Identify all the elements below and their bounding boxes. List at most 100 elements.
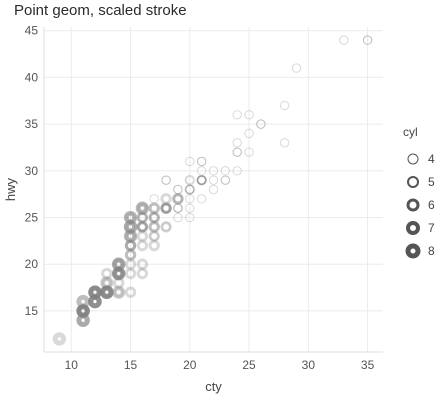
point-cyl-6: [160, 221, 172, 233]
point-cyl-6: [148, 239, 160, 252]
point-cyl-6: [136, 211, 149, 224]
point-cyl-5: [184, 174, 195, 186]
point-cyl-8: [123, 220, 138, 234]
point-cyl-8: [111, 257, 126, 271]
point-cyl-8: [76, 304, 90, 318]
point-cyl-6: [124, 249, 137, 261]
point-cyl-6: [136, 239, 149, 252]
x-tick-label: 30: [302, 358, 316, 372]
point-cyl-8: [135, 201, 150, 215]
point-cyl-6: [172, 193, 184, 205]
point-cyl-4: [137, 222, 148, 232]
point-cyl-4: [161, 222, 171, 232]
point-cyl-6: [124, 239, 137, 252]
point-cyl-8: [76, 313, 90, 327]
point-cyl-4: [362, 35, 373, 45]
axis-lines: [43, 27, 383, 353]
legend-label-cyl-4: 4: [428, 152, 435, 166]
point-cyl-6: [136, 221, 149, 233]
point-cyl-4: [220, 175, 231, 185]
point-cyl-6: [124, 286, 137, 298]
point-cyl-4: [208, 175, 219, 185]
x-tick-label: 15: [124, 358, 138, 372]
point-cyl-6: [136, 211, 149, 224]
point-cyl-8: [76, 304, 90, 318]
point-cyl-6: [124, 239, 137, 252]
point-cyl-8: [111, 285, 126, 299]
point-cyl-4: [196, 175, 207, 185]
point-cyl-6: [172, 193, 184, 205]
legend-marker-cyl-5: [407, 176, 419, 188]
point-cyl-6: [136, 221, 149, 233]
point-cyl-4: [185, 184, 195, 195]
point-cyl-6: [77, 305, 89, 317]
point-cyl-8: [76, 304, 90, 318]
legend-marker-cyl-7: [406, 221, 420, 235]
y-tick-label: 20: [25, 257, 39, 271]
point-cyl-8: [88, 294, 102, 309]
point-cyl-8: [100, 285, 114, 299]
point-cyl-8: [111, 266, 126, 281]
point-cyl-4: [232, 110, 242, 120]
point-cyl-4: [149, 212, 159, 223]
point-cyl-8: [88, 294, 102, 309]
point-cyl-6: [148, 211, 160, 224]
point-cyl-6: [160, 202, 172, 214]
point-cyl-4: [244, 110, 254, 120]
y-axis-title: hwy: [3, 177, 18, 201]
legend-marker-cyl-8: [405, 243, 421, 259]
point-cyl-8: [111, 266, 126, 281]
point-cyl-4: [196, 175, 207, 185]
point-cyl-6: [136, 267, 149, 280]
point-cyl-4: [196, 166, 207, 176]
y-tick-label: 40: [25, 70, 39, 84]
point-cyl-8: [88, 285, 102, 299]
point-cyl-4: [232, 147, 242, 157]
point-cyl-4: [185, 212, 195, 223]
legend-label-cyl-6: 6: [428, 198, 435, 212]
point-cyl-5: [196, 174, 207, 186]
point-cyl-6: [160, 202, 172, 214]
legend-label-cyl-7: 7: [428, 221, 435, 235]
point-cyl-8: [135, 201, 150, 215]
x-tick-label: 10: [65, 358, 79, 372]
point-cyl-6: [101, 286, 113, 298]
point-cyl-4: [279, 100, 290, 111]
point-cyl-4: [256, 119, 266, 129]
point-cyl-6: [160, 193, 172, 205]
point-cyl-4: [149, 231, 159, 241]
point-cyl-6: [148, 230, 160, 242]
point-cyl-8: [100, 285, 114, 299]
legend: cyl 4 5 6 7 8: [403, 125, 435, 259]
point-cyl-4: [137, 212, 148, 223]
legend-title: cyl: [403, 125, 418, 139]
point-cyl-6: [112, 286, 125, 298]
point-cyl-4: [161, 203, 171, 213]
point-cyl-6: [136, 221, 149, 233]
point-cyl-8: [52, 332, 67, 346]
point-cyl-4: [125, 222, 136, 232]
point-cyl-8: [88, 294, 102, 309]
point-cyl-4: [232, 138, 242, 148]
point-cyl-4: [161, 175, 171, 185]
point-cyl-6: [148, 221, 160, 233]
points-layer: [52, 35, 373, 346]
point-cyl-4: [185, 156, 195, 167]
point-cyl-6: [112, 258, 125, 270]
point-cyl-8: [123, 220, 138, 234]
point-cyl-8: [100, 285, 114, 299]
point-cyl-6: [124, 249, 137, 261]
point-cyl-8: [100, 285, 114, 299]
point-cyl-8: [123, 229, 138, 243]
point-cyl-8: [76, 304, 90, 318]
x-axis-title: cty: [205, 379, 222, 394]
point-cyl-8: [111, 266, 126, 281]
point-cyl-6: [148, 202, 160, 214]
point-cyl-6: [136, 258, 149, 270]
x-tick-label: 25: [242, 358, 256, 372]
point-cyl-4: [232, 166, 242, 176]
point-cyl-4: [196, 194, 207, 204]
point-cyl-8: [88, 285, 102, 299]
point-cyl-4: [244, 128, 254, 139]
point-cyl-6: [112, 267, 125, 280]
